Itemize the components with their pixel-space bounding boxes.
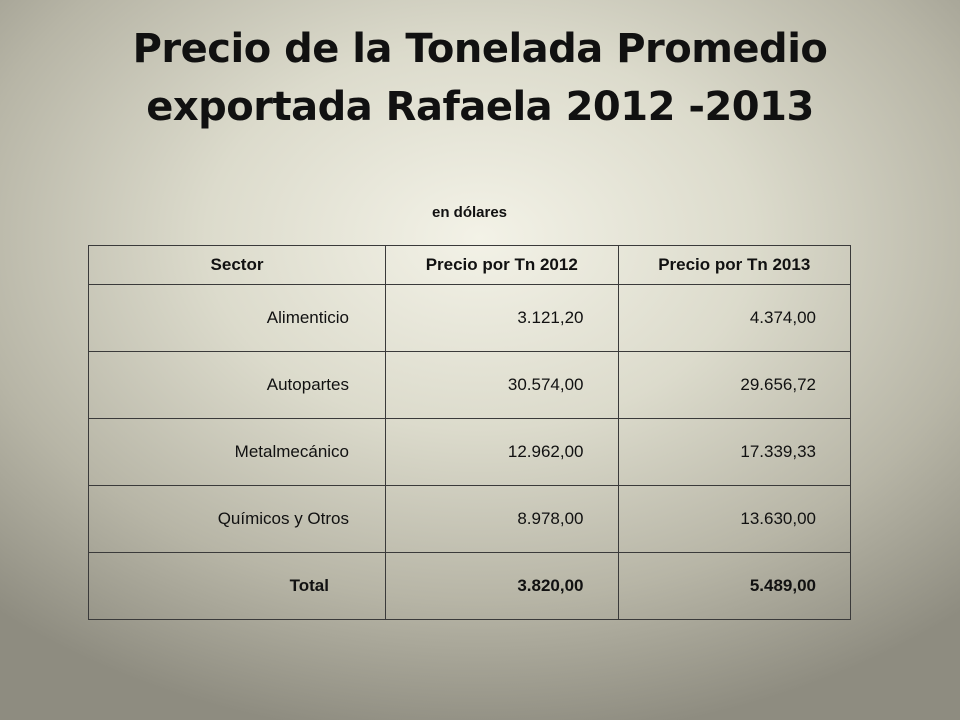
cell-total-2013: 5.489,00 <box>617 552 851 620</box>
price-table: Sector Precio por Tn 2012 Precio por Tn … <box>88 245 851 620</box>
cell-sector: Alimenticio <box>88 284 386 352</box>
slide-title-line-1: Precio de la Tonelada Promedio <box>132 26 828 72</box>
table-total-row: Total 3.820,00 5.489,00 <box>88 552 851 620</box>
table-row: Alimenticio 3.121,20 4.374,00 <box>88 284 851 352</box>
cell-price-2013: 13.630,00 <box>617 485 851 553</box>
header-price-2013: Precio por Tn 2013 <box>617 245 851 285</box>
cell-price-2013: 29.656,72 <box>617 351 851 419</box>
cell-price-2012: 8.978,00 <box>385 485 619 553</box>
cell-sector: Metalmecánico <box>88 418 386 486</box>
cell-price-2012: 30.574,00 <box>385 351 619 419</box>
cell-price-2012: 12.962,00 <box>385 418 619 486</box>
cell-sector: Químicos y Otros <box>88 485 386 553</box>
currency-note: en dólares <box>431 204 508 221</box>
slide-title-line-2: exportada Rafaela 2012 -2013 <box>146 84 814 130</box>
cell-price-2013: 17.339,33 <box>617 418 851 486</box>
table-row: Autopartes 30.574,00 29.656,72 <box>88 351 851 419</box>
slide-title: Precio de la Tonelada Promedio exportada… <box>40 20 920 136</box>
cell-total-label: Total <box>88 552 386 620</box>
cell-sector: Autopartes <box>88 351 386 419</box>
cell-price-2013: 4.374,00 <box>617 284 851 352</box>
header-sector: Sector <box>88 245 386 285</box>
table-row: Químicos y Otros 8.978,00 13.630,00 <box>88 485 851 553</box>
cell-price-2012: 3.121,20 <box>385 284 619 352</box>
table-header-row: Sector Precio por Tn 2012 Precio por Tn … <box>88 245 851 285</box>
table-row: Metalmecánico 12.962,00 17.339,33 <box>88 418 851 486</box>
cell-total-2012: 3.820,00 <box>385 552 619 620</box>
header-price-2012: Precio por Tn 2012 <box>385 245 619 285</box>
